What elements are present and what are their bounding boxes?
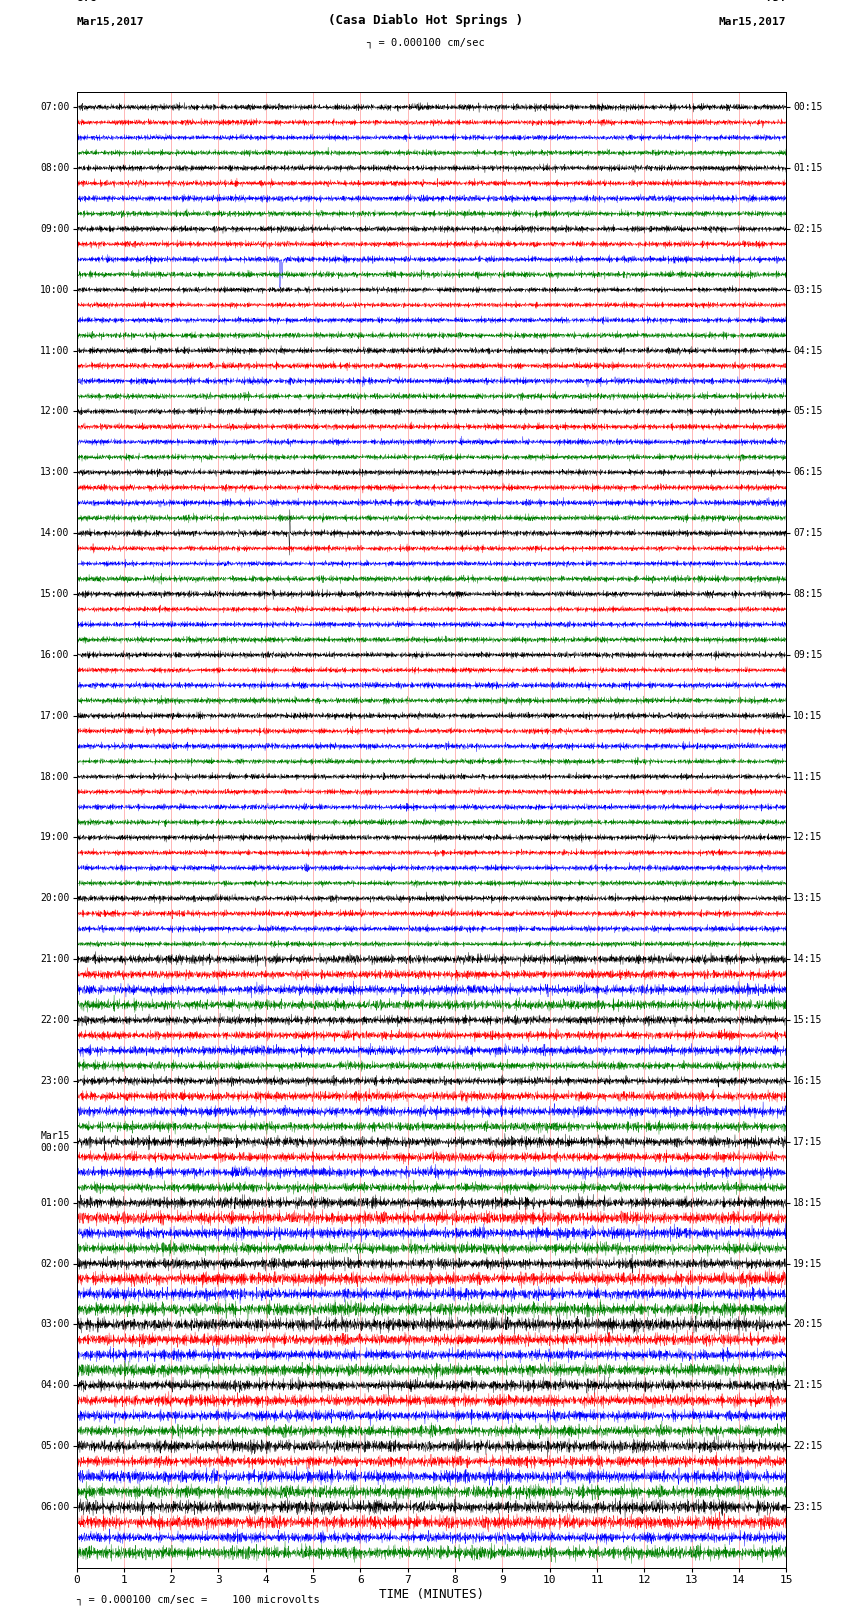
Text: PDT: PDT: [766, 0, 786, 3]
Text: Mar15,2017: Mar15,2017: [76, 18, 144, 27]
Text: MCS EHZ NC: MCS EHZ NC: [388, 0, 462, 3]
Text: UTC: UTC: [76, 0, 97, 3]
X-axis label: TIME (MINUTES): TIME (MINUTES): [379, 1587, 484, 1600]
Text: ┐ = 0.000100 cm/sec =    100 microvolts: ┐ = 0.000100 cm/sec = 100 microvolts: [76, 1594, 320, 1605]
Text: Mar15,2017: Mar15,2017: [719, 18, 786, 27]
Text: (Casa Diablo Hot Springs ): (Casa Diablo Hot Springs ): [327, 15, 523, 27]
Text: ┐ = 0.000100 cm/sec: ┐ = 0.000100 cm/sec: [366, 37, 484, 48]
